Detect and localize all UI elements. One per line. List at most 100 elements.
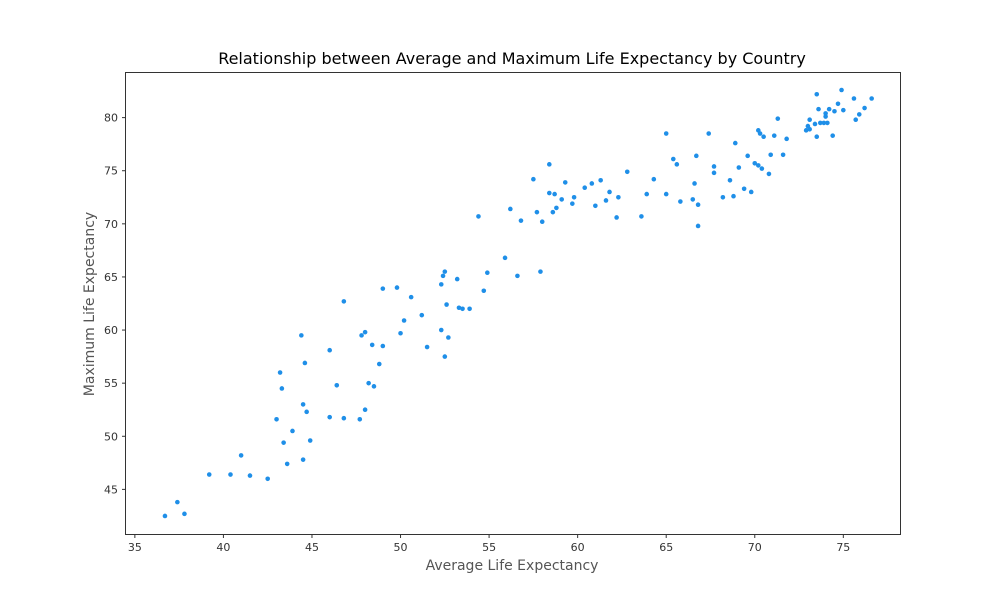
data-point: [300, 457, 306, 462]
y-axis-label: Maximum Life Expectancy: [82, 212, 98, 396]
data-point: [825, 120, 830, 126]
data-point: [334, 382, 340, 388]
data-point: [784, 136, 789, 142]
data-point: [485, 270, 490, 275]
data-point: [341, 415, 347, 421]
data-point: [692, 181, 697, 186]
data-point: [736, 165, 742, 170]
data-point: [694, 153, 699, 159]
data-point: [771, 133, 777, 138]
data-point: [247, 473, 253, 478]
data-point: [598, 177, 603, 183]
data-point: [302, 360, 308, 366]
x-tick-label: 70: [748, 541, 762, 554]
data-point: [603, 198, 609, 203]
data-point: [832, 108, 837, 114]
y-tick-label: 80: [104, 112, 118, 125]
data-point: [706, 131, 712, 136]
data-point: [570, 201, 575, 206]
data-point: [307, 438, 313, 443]
data-point: [408, 294, 414, 300]
data-point: [366, 380, 371, 386]
data-point: [821, 120, 827, 126]
data-point: [639, 214, 644, 219]
y-tick-label: 55: [104, 377, 118, 390]
data-point: [341, 299, 347, 304]
data-point: [607, 189, 612, 195]
data-point: [401, 318, 407, 323]
data-point: [359, 333, 364, 338]
x-tick-label: 60: [571, 541, 585, 554]
data-point: [228, 472, 233, 477]
data-point: [644, 191, 650, 197]
data-point: [290, 428, 295, 434]
data-point: [277, 370, 283, 375]
data-point: [748, 189, 754, 195]
data-point: [869, 96, 874, 101]
data-point: [419, 312, 425, 318]
data-point: [670, 156, 676, 162]
data-point: [467, 306, 472, 312]
data-point: [444, 302, 449, 307]
data-point: [674, 162, 680, 167]
data-point: [823, 111, 828, 116]
data-point: [281, 440, 286, 445]
data-point: [554, 205, 559, 211]
data-point: [711, 170, 717, 176]
data-point: [547, 162, 552, 167]
data-point: [593, 203, 598, 209]
data-point: [695, 202, 701, 208]
data-point: [518, 218, 524, 223]
data-point: [731, 193, 736, 199]
data-point: [362, 329, 368, 335]
data-point: [440, 273, 446, 279]
data-point: [438, 282, 444, 287]
data-point: [817, 120, 823, 126]
data-point: [175, 499, 180, 505]
data-point: [826, 106, 832, 112]
data-point: [562, 180, 568, 185]
data-point: [614, 215, 619, 220]
data-point: [720, 194, 726, 200]
data-point: [182, 511, 187, 517]
data-point: [476, 214, 481, 219]
data-point: [678, 199, 683, 204]
y-tick-label: 70: [104, 218, 118, 231]
data-point: [711, 164, 717, 169]
data-point: [690, 197, 696, 202]
data-point: [446, 335, 451, 340]
data-point: [538, 269, 543, 274]
data-point: [442, 269, 448, 274]
data-point: [695, 223, 701, 229]
data-point: [814, 91, 820, 97]
x-tick-label: 40: [216, 541, 230, 554]
data-point: [550, 209, 556, 215]
data-point: [369, 342, 375, 348]
data-point: [862, 105, 867, 111]
data-point: [299, 333, 304, 338]
data-point: [624, 169, 630, 175]
data-point: [851, 96, 857, 101]
data-point: [327, 347, 332, 353]
data-point: [589, 181, 595, 186]
x-tick-label: 55: [482, 541, 496, 554]
data-point: [616, 194, 621, 200]
data-point: [835, 101, 841, 107]
data-point: [357, 416, 363, 422]
y-tick-label: 65: [104, 271, 118, 284]
data-point: [816, 106, 821, 112]
data-point: [745, 153, 750, 159]
data-point: [456, 305, 462, 311]
data-points: [162, 87, 874, 519]
data-point: [380, 343, 386, 349]
data-point: [547, 190, 552, 196]
data-point: [327, 414, 332, 420]
data-point: [394, 285, 400, 290]
data-point: [481, 288, 487, 294]
data-point: [768, 152, 774, 158]
data-point: [841, 107, 846, 113]
data-point: [238, 453, 244, 458]
x-tick-label: 65: [659, 541, 673, 554]
y-tick-label: 45: [104, 483, 118, 496]
